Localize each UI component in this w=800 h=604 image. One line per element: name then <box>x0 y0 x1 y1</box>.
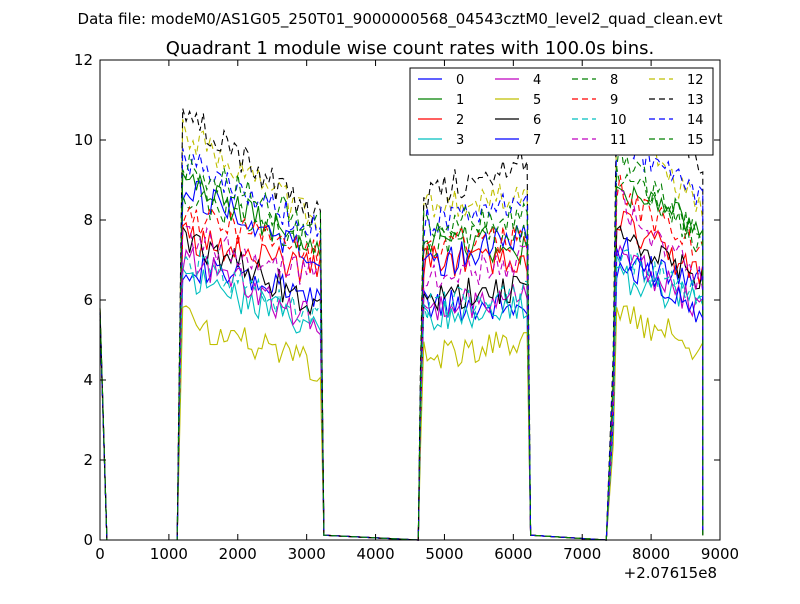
legend-label-6: 6 <box>533 113 541 128</box>
legend-label-14: 14 <box>687 113 704 128</box>
legend-label-0: 0 <box>456 73 464 88</box>
legend-label-7: 7 <box>533 133 541 148</box>
axis-ticks: 0 1000 2000 3000 4000 5000 6000 7000 8000 9000 0 2 4… <box>74 51 739 563</box>
y-tick-label: 10 <box>74 131 93 149</box>
x-tick-label: 6000 <box>494 545 532 563</box>
series-line-3 <box>99 265 704 541</box>
x-tick-label: 7000 <box>563 545 601 563</box>
x-tick-label: 3000 <box>288 545 326 563</box>
series-line-8 <box>99 167 704 541</box>
series-line-4 <box>99 244 704 541</box>
series-line-6 <box>99 225 704 541</box>
legend-label-8: 8 <box>610 73 618 88</box>
x-tick-label: 5000 <box>425 545 463 563</box>
x-tick-label: 0 <box>95 545 105 563</box>
legend-label-13: 13 <box>687 93 704 108</box>
series-line-14 <box>99 123 704 541</box>
x-tick-label: 4000 <box>356 545 394 563</box>
legend-label-2: 2 <box>456 113 464 128</box>
y-tick-label: 12 <box>74 51 93 69</box>
x-tick-label: 1000 <box>150 545 188 563</box>
x-tick-label: 9000 <box>701 545 739 563</box>
series-line-1 <box>99 172 704 541</box>
series-line-5 <box>99 305 704 541</box>
series-line-10 <box>99 249 704 541</box>
x-offset-text: +2.07615e8 <box>624 564 717 582</box>
series-line-7 <box>99 180 704 541</box>
legend-label-3: 3 <box>456 133 464 148</box>
legend-label-12: 12 <box>687 73 704 88</box>
legend-label-9: 9 <box>610 93 618 108</box>
series-line-9 <box>99 174 704 541</box>
legend-label-1: 1 <box>456 93 464 108</box>
x-tick-label: 2000 <box>219 545 257 563</box>
series-line-15 <box>99 139 704 541</box>
y-tick-label: 0 <box>83 531 93 549</box>
plot-area: 0 1000 2000 3000 4000 5000 6000 7000 8000 9000 0 2 4… <box>74 51 739 563</box>
y-tick-label: 2 <box>83 451 93 469</box>
legend-label-10: 10 <box>610 113 627 128</box>
series-line-11 <box>99 188 704 541</box>
y-tick-label: 6 <box>83 291 93 309</box>
legend-label-11: 11 <box>610 133 627 148</box>
legend-label-5: 5 <box>533 93 541 108</box>
series-line-2 <box>99 210 704 541</box>
x-tick-label: 8000 <box>632 545 670 563</box>
legend-box <box>409 67 714 156</box>
series-line-12 <box>99 96 704 541</box>
y-tick-label: 8 <box>83 211 93 229</box>
chart-title: Quadrant 1 module wise count rates with … <box>166 38 655 59</box>
series-lines <box>99 83 704 541</box>
y-tick-label: 4 <box>83 371 93 389</box>
legend-label-4: 4 <box>533 73 541 88</box>
legend-label-15: 15 <box>687 133 704 148</box>
chart-suptitle: Data file: modeM0/AS1G05_250T01_90000005… <box>78 10 723 29</box>
